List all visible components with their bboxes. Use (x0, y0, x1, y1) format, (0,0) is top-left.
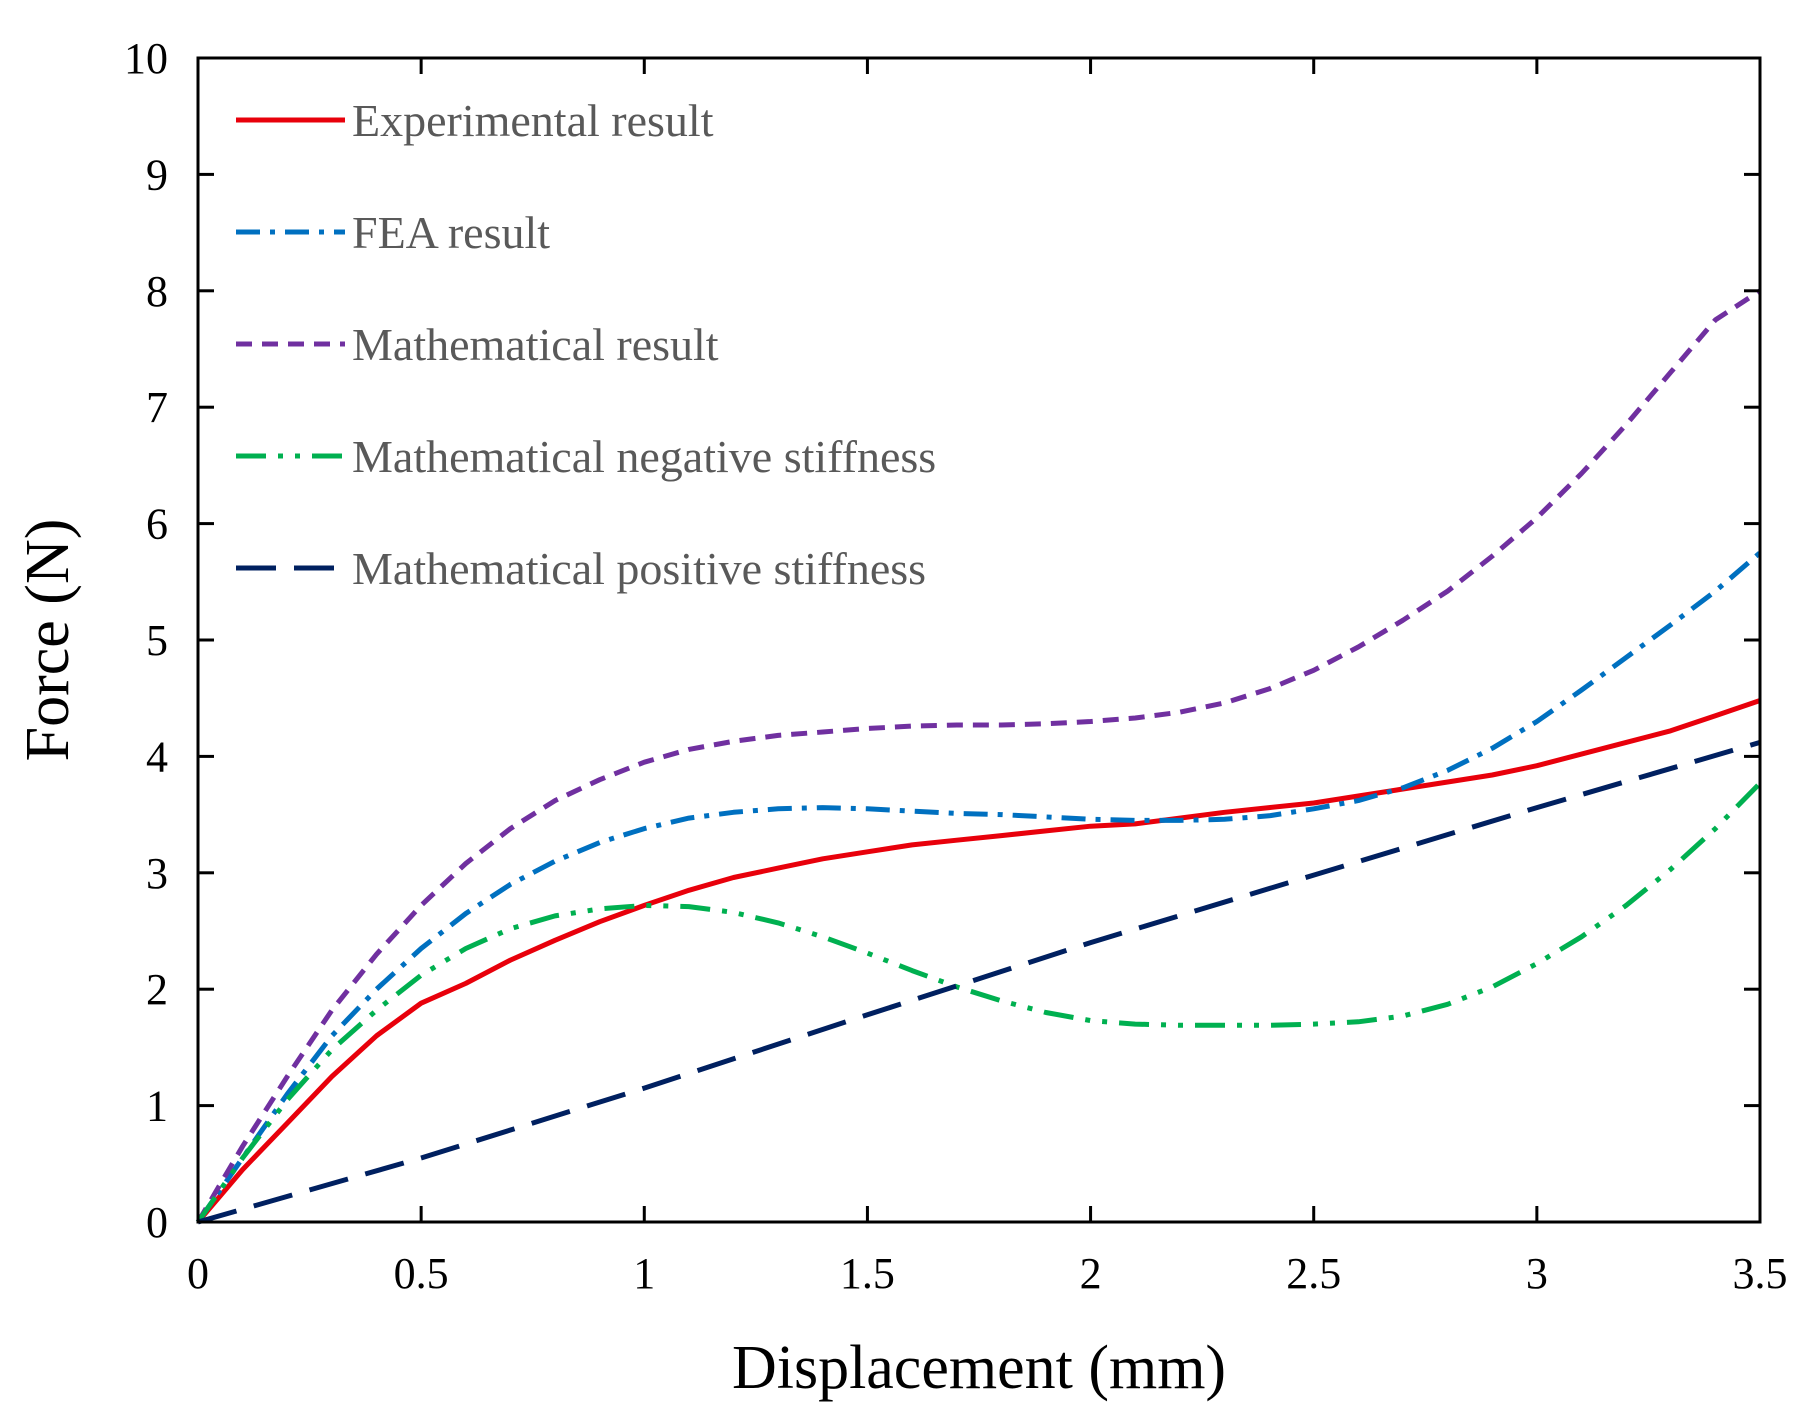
y-tick-label: 9 (146, 150, 168, 199)
legend-label-1: Experimental result (352, 95, 714, 146)
y-tick-label: 5 (146, 616, 168, 665)
y-tick-label: 0 (146, 1198, 168, 1247)
ticks-layer: 0 0.5 1 1.5 2 2.5 3 3.5 0 1 2 3 4 5 6 7 8 9 10 (124, 34, 1788, 1298)
y-tick-label: 6 (146, 500, 168, 549)
x-axis-label: Displacement (mm) (732, 1334, 1226, 1402)
series-line-4 (195, 781, 1762, 1224)
x-tick-label: 3 (1526, 1249, 1548, 1298)
x-tick-label: 2 (1080, 1249, 1102, 1298)
legend: Experimental result FEA result Mathematica… (236, 95, 936, 594)
y-tick-label: 3 (146, 849, 168, 898)
y-tick-label: 8 (146, 267, 168, 316)
x-tick-label: 1.5 (840, 1249, 895, 1298)
y-tick-label: 7 (146, 383, 168, 432)
x-tick-label: 1 (633, 1249, 655, 1298)
series-line-2 (195, 550, 1762, 1224)
series-line-3 (195, 288, 1762, 1224)
y-tick-label: 1 (146, 1082, 168, 1131)
x-tick-label: 0.5 (394, 1249, 449, 1298)
x-tick-label: 0 (187, 1249, 209, 1298)
legend-label-4: Mathematical negative stiffness (352, 431, 936, 482)
y-tick-label: 10 (124, 34, 168, 83)
legend-label-5: Mathematical positive stiffness (352, 543, 926, 594)
legend-label-2: FEA result (352, 207, 550, 258)
series-line-1 (196, 698, 1761, 1224)
series-line-5 (197, 740, 1761, 1225)
series-layer (195, 288, 1762, 1225)
y-tick-label: 4 (146, 732, 168, 781)
x-tick-label: 3.5 (1733, 1249, 1788, 1298)
y-tick-label: 2 (146, 965, 168, 1014)
legend-label-3: Mathematical result (352, 319, 719, 370)
y-axis-label: Force (N) (14, 519, 82, 762)
x-tick-label: 2.5 (1286, 1249, 1341, 1298)
